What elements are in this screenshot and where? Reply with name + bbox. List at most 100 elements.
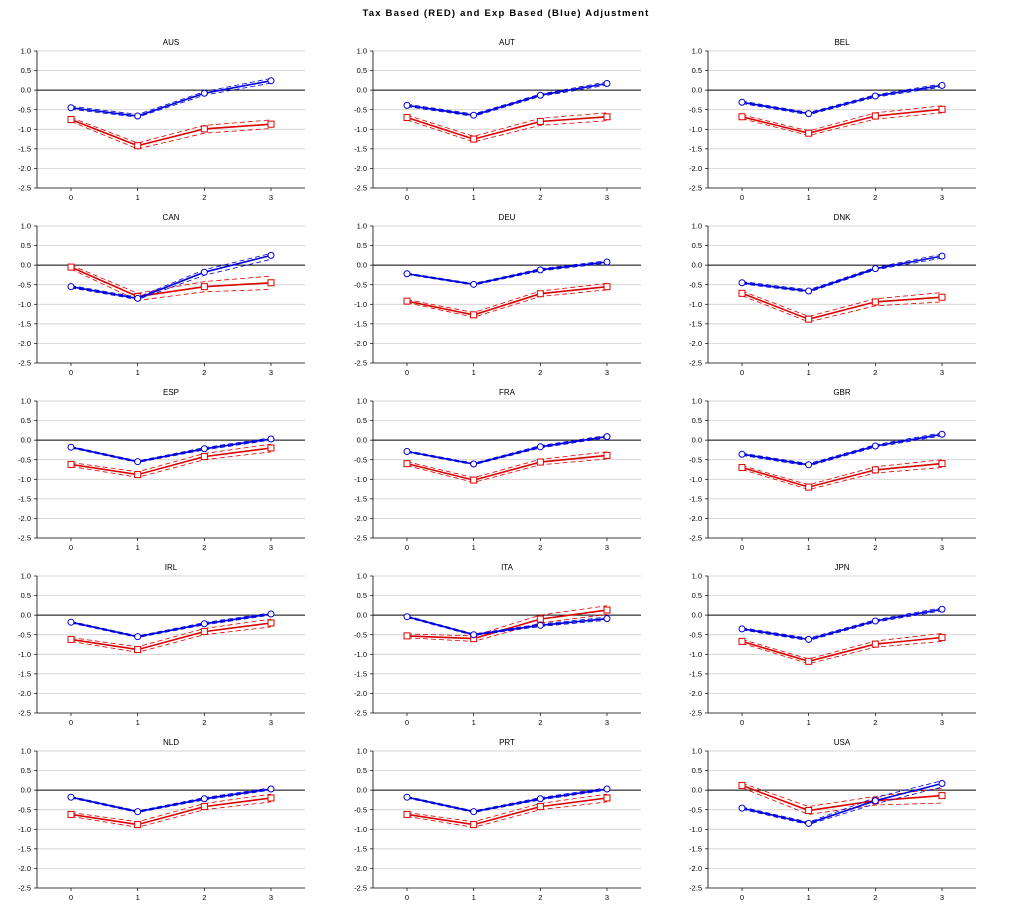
tax-point <box>470 476 478 484</box>
x-tick-label: 1 <box>472 368 476 377</box>
x-tick-label: 1 <box>807 718 811 727</box>
exp-lower-band <box>70 82 272 118</box>
x-tick-label: 0 <box>740 543 744 552</box>
exp-point <box>805 461 813 469</box>
tax-point <box>134 821 142 829</box>
panel-title: FRA <box>499 388 516 397</box>
y-tick-label: -1.5 <box>18 494 31 503</box>
panel-title: JPN <box>834 563 849 572</box>
panel-aus: AUS 1.0 0.5 0.0 -0.5 -1.0 -1.5 -2.0 -2.5 0 1 2 3 <box>18 38 305 202</box>
y-tick-label: -2.5 <box>689 709 702 718</box>
x-tick-label: 2 <box>873 718 877 727</box>
y-tick-label: 0.0 <box>692 786 702 795</box>
exp-point <box>470 280 478 288</box>
tax-line <box>70 622 272 651</box>
y-tick-label: -1.0 <box>689 825 702 834</box>
y-tick-label: -1.0 <box>18 650 31 659</box>
y-tick-label: 0.5 <box>692 241 702 250</box>
y-tick-label: 1.0 <box>357 397 367 406</box>
x-tick-label: 3 <box>269 718 273 727</box>
y-tick-label: 1.0 <box>21 397 31 406</box>
y-tick-label: -1.0 <box>18 825 31 834</box>
exp-point <box>805 819 813 827</box>
y-tick-label: -1.5 <box>18 144 31 153</box>
tax-point <box>938 460 946 468</box>
y-tick-label: -2.0 <box>18 164 31 173</box>
tax-point <box>871 466 879 474</box>
y-tick-label: -0.5 <box>18 805 31 814</box>
y-tick-label: 1.0 <box>692 747 702 756</box>
tax-point <box>267 619 275 627</box>
y-tick-label: -1.0 <box>689 475 702 484</box>
y-tick-label: 1.0 <box>357 47 367 56</box>
tax-lower-band <box>406 458 608 483</box>
exp-upper-band <box>70 787 272 812</box>
x-tick-label: 1 <box>807 893 811 902</box>
exp-point <box>938 430 946 438</box>
y-tick-label: -1.0 <box>689 650 702 659</box>
tax-point <box>871 640 879 648</box>
exp-upper-band <box>70 253 272 298</box>
panel-title: BEL <box>834 38 850 47</box>
exp-point <box>536 91 544 99</box>
exp-upper-band <box>406 260 608 284</box>
y-tick-label: -0.5 <box>689 630 702 639</box>
tax-lower-band <box>406 289 608 318</box>
tax-point <box>403 460 411 468</box>
x-tick-label: 3 <box>605 543 609 552</box>
tax-point <box>738 464 746 472</box>
x-tick-label: 3 <box>940 193 944 202</box>
y-tick-label: 0.0 <box>357 261 367 270</box>
y-tick-label: 1.0 <box>21 47 31 56</box>
tax-point <box>805 657 813 665</box>
exp-lower-band <box>406 617 608 636</box>
y-tick-label: 1.0 <box>692 222 702 231</box>
exp-point <box>536 621 544 629</box>
y-tick-label: -2.5 <box>354 184 367 193</box>
tax-upper-band <box>70 264 272 294</box>
y-tick-label: 0.5 <box>357 766 367 775</box>
tax-line <box>741 108 943 135</box>
tax-point <box>134 646 142 654</box>
exp-point <box>603 79 611 87</box>
exp-point <box>67 793 75 801</box>
x-tick-label: 0 <box>740 893 744 902</box>
y-tick-label: -2.0 <box>689 689 702 698</box>
exp-line <box>406 261 608 286</box>
panel-ita: ITA 1.0 0.5 0.0 -0.5 -1.0 -1.5 -2.0 -2.5 0 1 2 3 <box>354 563 641 727</box>
x-tick-label: 1 <box>472 543 476 552</box>
exp-line <box>70 788 272 813</box>
tax-lower-band <box>70 626 272 653</box>
y-tick-label: -1.5 <box>354 494 367 503</box>
tax-point <box>938 105 946 113</box>
exp-point <box>67 618 75 626</box>
x-tick-label: 2 <box>202 893 206 902</box>
y-tick-label: -2.0 <box>354 339 367 348</box>
y-tick-label: -1.5 <box>689 669 702 678</box>
y-tick-label: 1.0 <box>21 222 31 231</box>
panel-dnk: DNK 1.0 0.5 0.0 -0.5 -1.0 -1.5 -2.0 -2.5 0 1 2 3 <box>689 213 976 377</box>
tax-upper-band <box>70 618 272 648</box>
x-tick-label: 0 <box>405 193 409 202</box>
y-tick-label: -0.5 <box>18 455 31 464</box>
tax-lower-band <box>70 121 272 150</box>
y-tick-label: -2.0 <box>18 864 31 873</box>
x-tick-label: 2 <box>202 368 206 377</box>
x-tick-label: 2 <box>538 893 542 902</box>
panel-jpn: JPN 1.0 0.5 0.0 -0.5 -1.0 -1.5 -2.0 -2.5 0 1 2 3 <box>689 563 976 727</box>
panel-irl: IRL 1.0 0.5 0.0 -0.5 -1.0 -1.5 -2.0 -2.5 0 1 2 3 <box>18 563 305 727</box>
tax-upper-band <box>406 793 608 823</box>
tax-lower-band <box>70 268 272 301</box>
tax-line <box>406 797 608 826</box>
y-tick-label: 1.0 <box>21 572 31 581</box>
exp-line <box>741 782 943 825</box>
y-tick-label: -1.5 <box>354 319 367 328</box>
tax-point <box>805 129 813 137</box>
tax-point <box>134 142 142 150</box>
chart-title: Tax Based (RED) and Exp Based (Blue) Adj… <box>362 8 649 19</box>
x-tick-label: 2 <box>538 193 542 202</box>
y-tick-label: -0.5 <box>354 630 367 639</box>
exp-lower-band <box>70 258 272 301</box>
